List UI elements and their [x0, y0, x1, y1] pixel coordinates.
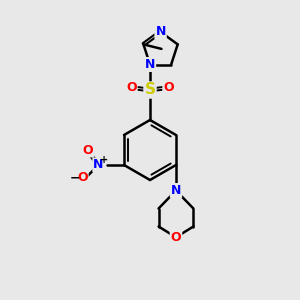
Text: −: − — [69, 171, 80, 184]
Text: N: N — [171, 184, 181, 197]
Text: O: O — [171, 231, 181, 244]
Text: N: N — [155, 26, 166, 38]
Text: S: S — [145, 82, 155, 98]
Text: +: + — [100, 154, 108, 165]
Text: O: O — [77, 171, 88, 184]
Text: O: O — [126, 81, 137, 94]
Text: O: O — [163, 81, 174, 94]
Text: O: O — [83, 143, 93, 157]
Text: N: N — [145, 58, 155, 71]
Text: N: N — [93, 158, 104, 172]
